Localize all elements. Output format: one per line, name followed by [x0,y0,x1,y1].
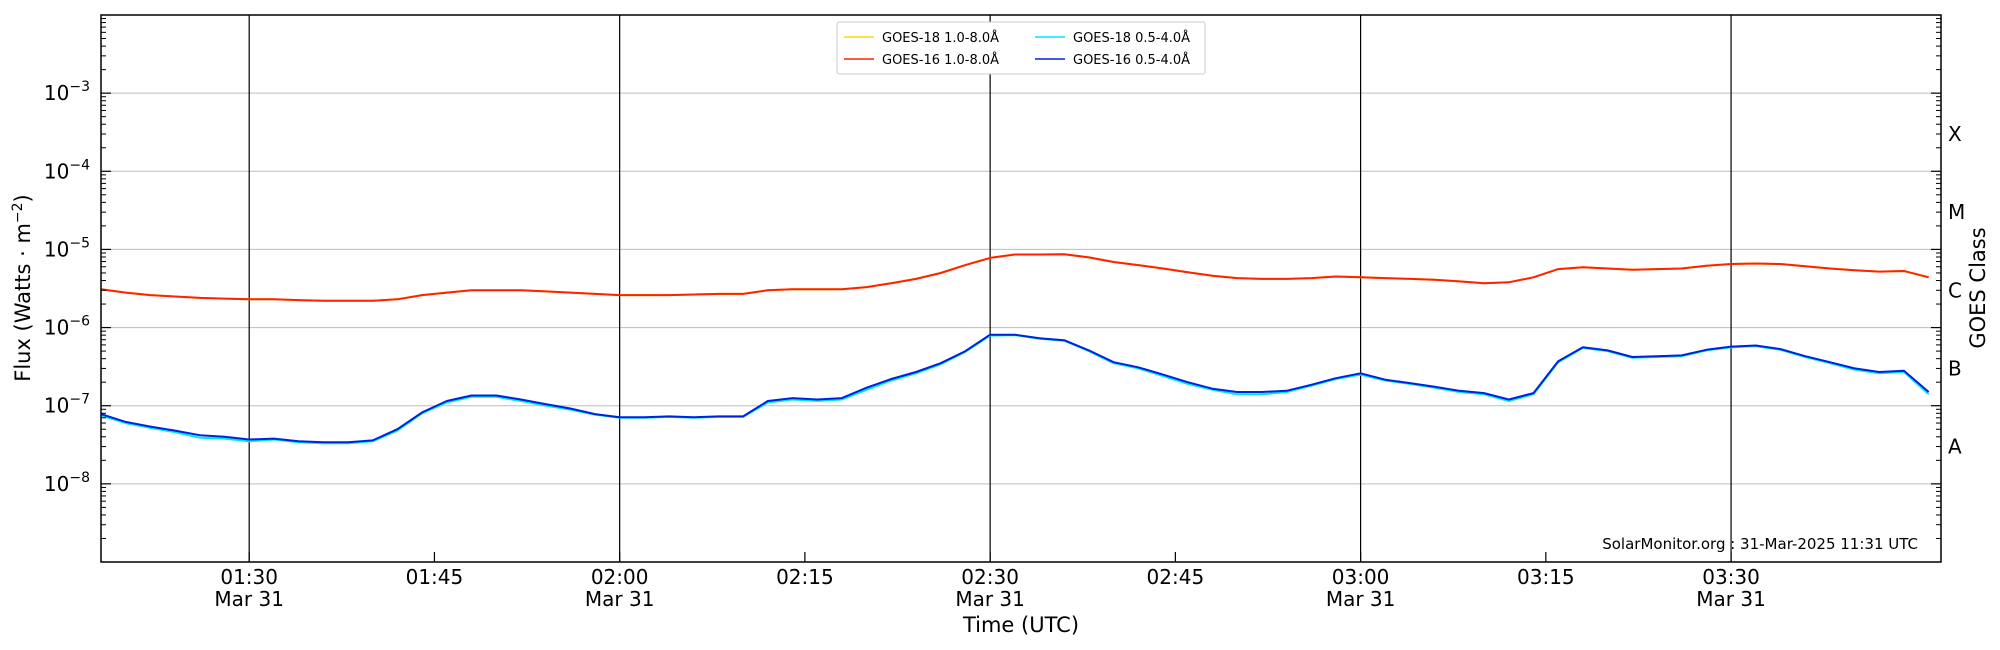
goes-class-label-A: A [1948,435,1962,459]
goes-class-label-M: M [1948,200,1965,224]
goes-class-label-B: B [1948,356,1962,380]
legend-frame [836,21,1206,75]
x-tick-label-7: 03:15 [1517,565,1575,589]
x-tick-label-3: 02:15 [776,565,834,589]
y-tick-label-0: 10−3 [44,79,90,105]
y-tick-label-3: 10−6 [44,314,90,340]
y-tick-label-base: 10 [44,316,69,340]
series-line-3 [100,333,1930,444]
goes-class-label-X: X [1948,122,1962,146]
series-line-1 [100,253,1929,302]
credit-text: SolarMonitor.org : 31-Mar-2025 11:31 UTC [1602,535,1918,553]
y-tick-label-exp: −5 [69,235,90,251]
legend-label-1: GOES-16 1.0-8.0Å [882,52,999,68]
day-marker-lines [248,15,1732,562]
x-tick-label-6: 03:00 [1332,565,1390,589]
plot-frame [100,14,1942,563]
x-tick-label-5: 02:45 [1147,565,1205,589]
legend: GOES-18 1.0-8.0Å GOES-16 1.0-8.0Å GOES-18 … [836,21,1206,75]
y-tick-label-base: 10 [44,81,69,105]
y-tick-label-base: 10 [44,159,69,183]
x-axis-label: Time (UTC) [962,613,1079,637]
y-tick-label-base: 10 [44,237,69,261]
x-tick-date-8: Mar 31 [1696,587,1766,611]
y-axis-label-sup: −2 [10,202,26,223]
x-tick-label-2: 02:00 [591,565,649,589]
goes-class-label-C: C [1948,278,1962,302]
y-axis-label-main: Flux (Watts · m [11,223,35,382]
y-tick-label-4: 10−7 [44,392,90,418]
y-tick-label-5: 10−8 [44,470,90,496]
y-tick-label-exp: −6 [69,314,90,330]
x-tick-date-4: Mar 31 [955,587,1025,611]
x-tick-label-0: 01:30 [220,565,278,589]
x-tick-label-4: 02:30 [961,565,1019,589]
y-tick-label-exp: −4 [69,157,90,173]
series-line-0 [100,253,1929,302]
y-tick-label-exp: −3 [69,79,90,95]
series-lines [100,253,1930,445]
grid-lines [101,92,1941,485]
goes-class-labels: A B C M X [1948,122,1965,459]
y-tick-label-2: 10−5 [44,235,90,261]
y-tick-label-exp: −8 [69,470,90,486]
legend-label-3: GOES-16 0.5-4.0Å [1073,52,1190,68]
y-axis-label-close: ) [11,194,35,202]
x-tick-date-6: Mar 31 [1326,587,1396,611]
y-tick-label-base: 10 [44,472,69,496]
y-tick-label-1: 10−4 [44,157,90,183]
x-tick-date-2: Mar 31 [585,587,655,611]
axis-ticks [101,18,1941,562]
y-tick-labels: 10−310−410−510−610−710−8 [44,79,90,496]
y-tick-label-base: 10 [44,394,69,418]
legend-label-2: GOES-18 0.5-4.0Å [1073,30,1190,46]
y2-axis-label: GOES Class [1966,227,1990,348]
x-tick-label-8: 03:30 [1702,565,1760,589]
y-axis-label: Flux (Watts · m−2) [10,194,35,382]
y-tick-label-exp: −7 [69,392,90,408]
legend-label-0: GOES-18 1.0-8.0Å [882,30,999,46]
x-tick-label-1: 01:45 [406,565,464,589]
series-line-2 [100,334,1930,445]
x-tick-date-0: Mar 31 [214,587,284,611]
